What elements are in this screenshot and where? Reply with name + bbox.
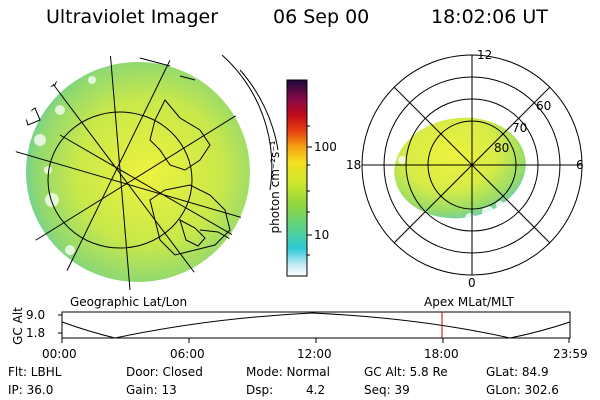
altitude-curve (61, 312, 571, 339)
mlat-label-80: 80 (494, 141, 510, 155)
mlt-label-0: 0 (468, 276, 476, 290)
geographic-latitude-circle (47, 111, 193, 249)
geographic-meridians (14, 54, 250, 290)
observation-time: 18:02:06 UT (431, 6, 548, 28)
colorbar-scale (286, 79, 308, 277)
orbit-ylabel: GC Alt (11, 307, 25, 345)
orbit-ytick-1-8: 1.8 (26, 326, 46, 340)
aurora-oval-magnetic (394, 117, 526, 219)
orbit-xtick-0000: 00:00 (42, 347, 77, 361)
orbit-ytick-9: 9.0 (26, 308, 46, 322)
status-filter: Flt: LBHL (8, 365, 62, 379)
status-dsp-label: Dsp: (246, 383, 274, 397)
colorbar-tick-100: 100 (314, 140, 337, 154)
coastline-greenland (149, 99, 211, 171)
status-sequence: Seq: 39 (364, 383, 410, 397)
status-dsp-value: 4.2 (306, 383, 326, 397)
mlat-label-60: 60 (536, 99, 552, 113)
colorbar-unit-label: photon cm⁻²s⁻¹ (268, 140, 282, 234)
magnetic-polar-plot (361, 54, 583, 276)
colorbar-tick-10: 10 (314, 228, 330, 242)
orbit-xtick-1800: 18:00 (424, 347, 459, 361)
status-gain: Gain: 13 (126, 383, 177, 397)
colorbar-ticks (307, 125, 312, 256)
status-door: Door: Closed (126, 365, 203, 379)
observation-date: 06 Sep 00 (273, 6, 370, 28)
aurora-emission-geographic (26, 62, 250, 282)
mlt-label-18: 18 (346, 158, 362, 172)
instrument-title: Ultraviolet Imager (46, 6, 219, 28)
mlt-label-6: 6 (576, 158, 584, 172)
status-glat: GLat: 84.9 (486, 365, 549, 379)
mlt-meridians (362, 55, 582, 275)
geographic-map (14, 54, 279, 290)
status-mode: Mode: Normal (246, 365, 330, 379)
orbit-x-ticks (61, 338, 570, 343)
orbit-xtick-1200: 12:00 (297, 347, 332, 361)
magnetic-caption: Apex MLat/MLT (424, 295, 514, 309)
orbit-altitude-plot (58, 311, 571, 343)
status-glon: GLon: 302.6 (486, 383, 559, 397)
orbit-xtick-2359: 23:59 (553, 347, 588, 361)
status-ip: IP: 36.0 (8, 383, 54, 397)
orbit-xtick-0600: 06:00 (170, 347, 205, 361)
status-gc-altitude: GC Alt: 5.8 Re (364, 365, 448, 379)
mlt-label-12: 12 (477, 48, 493, 62)
geographic-caption: Geographic Lat/Lon (70, 295, 188, 309)
mlat-label-70: 70 (512, 121, 528, 135)
